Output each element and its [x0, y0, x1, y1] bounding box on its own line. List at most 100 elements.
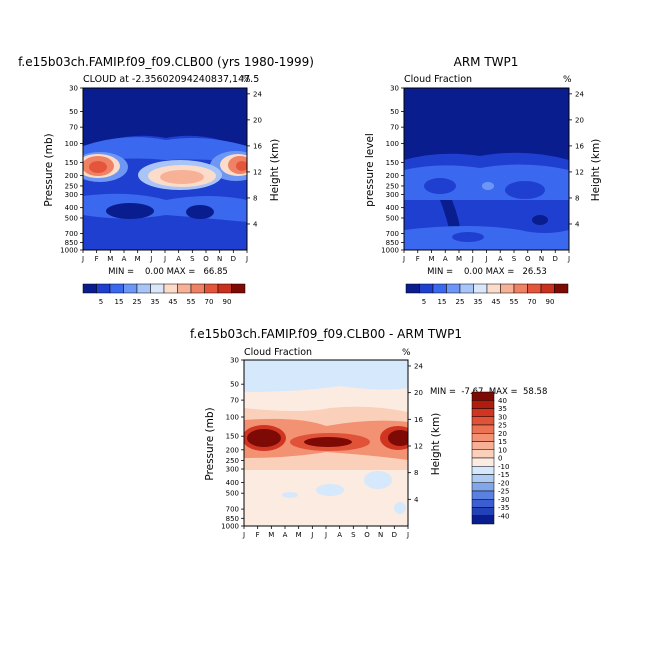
panel-model-ytick-label: 50: [69, 108, 78, 116]
panel-model-colorbar-swatch: [109, 283, 124, 294]
panel-obs-ytick-label: 300: [386, 191, 399, 199]
panel-diff-ytick-label: 1000: [221, 523, 239, 531]
panel-model-colorbar-swatch: [82, 283, 97, 294]
panel-diff-ytick-label: 200: [226, 446, 239, 454]
panel-obs-colorbar-swatch: [500, 283, 515, 294]
panel-diff-xtick-label: A: [337, 531, 342, 539]
panel-model-y2label: Height (km): [269, 139, 281, 202]
panel-obs-colorbar-label: 70: [528, 298, 537, 306]
panel-diff-colorbar-swatch: [471, 441, 495, 450]
panel-diff-units: %: [402, 348, 411, 358]
panel-obs-colorbar-swatch: [527, 283, 542, 294]
panel-obs-ytick-label: 200: [386, 172, 399, 180]
panel-model-xtick-label: F: [95, 255, 99, 263]
panel-model-colorbar-swatch: [163, 283, 178, 294]
panel-model-colorbar-swatch: [150, 283, 165, 294]
panel-obs-colorbar-label: 5: [422, 298, 426, 306]
panel-diff-colorbar-label: 10: [498, 446, 507, 454]
panel-diff-colorbar-swatch: [471, 424, 495, 434]
panel-diff-colorbar-swatch: [471, 400, 495, 409]
panel-diff-colorbar-swatch: [471, 449, 495, 459]
panel-diff-ytick-label: 100: [226, 413, 239, 421]
panel-model-xtick-label: N: [217, 255, 222, 263]
panel-diff-xtick-label: J: [406, 531, 409, 539]
panel-obs-ytick-label: 150: [386, 159, 399, 167]
panel-diff-colorbar-label: 35: [498, 405, 507, 413]
panel-diff-ytick-label: 400: [226, 479, 239, 487]
panel-diff-subtitle: Cloud Fraction: [244, 347, 312, 358]
panel-obs-y2tick-label: 24: [575, 90, 584, 98]
panel-obs-ytick-label: 400: [386, 204, 399, 212]
panel-obs-ytick-label: 30: [390, 85, 399, 93]
panel-obs: ARM TWP1 Cloud Fraction % J F M A M J J A S O N D J3…: [364, 55, 602, 306]
panel-diff-colorbar-swatch: [471, 416, 495, 426]
panel-diff-colorbar-label: -10: [498, 463, 509, 471]
panel-diff-colorbar-swatch: [471, 515, 495, 525]
panel-model-ytick-label: 150: [65, 159, 78, 167]
panel-model-xtick-label: A: [122, 255, 127, 263]
panel-diff-colorbar-label: -20: [498, 479, 509, 487]
panel-diff-xtick-label: D: [392, 531, 397, 539]
panel-obs-y2label: Height (km): [590, 139, 602, 202]
panel-obs-colorbar-label: 90: [546, 298, 555, 306]
panel-obs-title: ARM TWP1: [454, 55, 519, 69]
panel-model-ytick-label: 70: [69, 124, 78, 132]
panel-diff-colorbar-label: 0: [498, 455, 502, 463]
panel-model-title: f.e15b03ch.FAMIP.f09_f09.CLB00 (yrs 1980…: [18, 55, 314, 69]
panel-model-ylabel: Pressure (mb): [43, 133, 55, 206]
panel-obs-xtick-label: M: [456, 255, 462, 263]
panel-obs-xtick-label: A: [443, 255, 448, 263]
panel-diff-colorbar-swatch: [471, 474, 495, 483]
panel-diff-colorbar-label: -35: [498, 504, 509, 512]
panel-obs-ytick-label: 500: [386, 214, 399, 222]
panel-model-y2tick-label: 24: [253, 90, 262, 98]
panel-diff-ytick-label: 30: [230, 357, 239, 365]
panel-obs-colorbar-swatch: [459, 283, 474, 294]
panel-obs-y2tick-label: 12: [575, 168, 584, 176]
panel-model-y2tick-label: 8: [253, 194, 257, 202]
panel-diff-xtick-label: O: [364, 531, 370, 539]
panel-obs-field: [404, 88, 569, 250]
panel-obs-xtick-label: D: [553, 255, 558, 263]
panel-model-colorbar-swatch: [136, 283, 151, 294]
panel-diff-xtick-label: S: [351, 531, 356, 539]
panel-obs-colorbar-label: 55: [510, 298, 519, 306]
panel-model-ytick-label: 250: [65, 182, 78, 190]
panel-obs-ytick-label: 100: [386, 140, 399, 148]
panel-diff-ytick-label: 150: [226, 433, 239, 441]
panel-diff-y2tick-label: 4: [414, 496, 419, 504]
panel-model-xtick-label: J: [163, 255, 166, 263]
panel-obs-colorbar-swatch: [540, 283, 555, 294]
panel-model-colorbar-label: 45: [169, 298, 178, 306]
panel-diff-y2tick-label: 8: [414, 469, 418, 477]
panel-model-colorbar-swatch: [96, 283, 111, 294]
panel-obs-xtick-label: S: [512, 255, 517, 263]
panel-model-ytick-label: 1000: [60, 247, 78, 255]
panel-model-xtick-label: M: [107, 255, 113, 263]
panel-model-xtick-label: O: [203, 255, 209, 263]
panel-obs-colorbar-swatch: [473, 283, 488, 294]
panel-diff-colorbar-label: 25: [498, 422, 507, 430]
panel-model-ytick-label: 400: [65, 204, 78, 212]
panel-obs-colorbar-swatch: [405, 283, 420, 294]
panel-diff-colorbar-label: 30: [498, 413, 507, 421]
panel-diff-y2tick-label: 20: [414, 389, 423, 397]
panel-diff-y2tick-label: 12: [414, 442, 423, 450]
panel-model-colorbar-label: 15: [115, 298, 124, 306]
panel-model-xtick-label: S: [190, 255, 195, 263]
panel-diff-xtick-label: J: [324, 531, 327, 539]
panel-diff-xtick-label: A: [283, 531, 288, 539]
panel-diff-colorbar-label: -30: [498, 496, 509, 504]
panel-obs-colorbar-swatch: [554, 283, 569, 294]
panel-obs-xtick-label: A: [498, 255, 503, 263]
panel-model-colorbar-swatch: [123, 283, 138, 294]
panel-diff-colorbar-label: -40: [498, 512, 509, 520]
panel-diff-colorbar-label: -25: [498, 488, 509, 496]
panel-model-colorbar-label: 5: [99, 298, 103, 306]
panel-obs-y2tick-label: 20: [575, 116, 584, 124]
panel-diff-xtick-label: N: [378, 531, 383, 539]
panel-model-colorbar-label: 70: [205, 298, 214, 306]
panel-diff-colorbar-swatch: [471, 499, 495, 508]
panel-model-y2tick-label: 4: [253, 220, 258, 228]
